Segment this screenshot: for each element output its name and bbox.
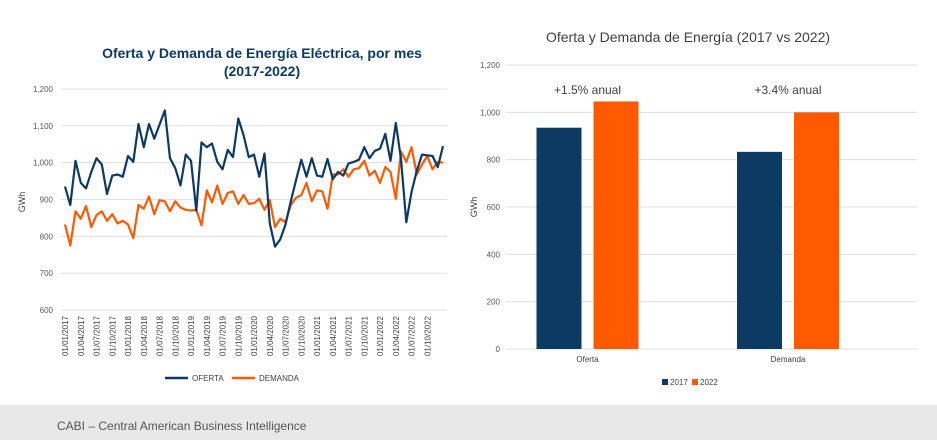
legend-label-demanda: DEMANDA xyxy=(259,374,300,383)
bar-chart-ytick-label: 600 xyxy=(487,203,501,212)
line-chart-xtick-label: 01/04/2018 xyxy=(140,315,149,356)
line-chart-xtick-label: 01/10/2018 xyxy=(171,315,180,356)
footer-text: CABI – Central American Business Intelli… xyxy=(57,419,307,433)
line-chart-xtick-label: 01/01/2022 xyxy=(376,315,385,356)
line-chart-xtick-label: 01/07/2018 xyxy=(156,315,165,356)
line-chart-xtick-label: 01/01/2021 xyxy=(313,315,322,356)
line-series-demanda xyxy=(63,146,444,247)
line-chart-xtick-label: 01/04/2020 xyxy=(266,315,275,356)
bar-chart-ytick-label: 0 xyxy=(496,345,501,354)
line-chart-xtick-label: 01/10/2021 xyxy=(360,315,369,356)
line-chart-xtick-label: 01/04/2017 xyxy=(77,315,86,356)
bar-demanda-2022 xyxy=(794,112,839,349)
bar-chart-legend: 2017 2022 xyxy=(662,378,718,387)
bar-chart-ytick-label: 400 xyxy=(487,250,501,259)
bar-chart-ytick-label: 1,200 xyxy=(480,61,501,70)
bar-chart-ylabel: GWh xyxy=(470,197,479,218)
line-chart-xtick-label: 01/04/2019 xyxy=(203,315,212,356)
line-chart-ytick-label: 700 xyxy=(40,269,54,278)
bar-chart-annotation: +3.4% anual xyxy=(754,83,821,97)
legend-label-oferta: OFERTA xyxy=(192,374,224,383)
line-chart-xtick-label: 01/07/2017 xyxy=(93,315,102,356)
line-chart-title-period: (2017-2022) xyxy=(224,63,300,79)
bar-oferta-2022 xyxy=(593,101,639,350)
line-chart-xtick-label: 01/07/2021 xyxy=(345,315,354,356)
bar-chart-category-label: Demanda xyxy=(771,355,806,364)
line-chart-xtick-label: 01/10/2022 xyxy=(423,315,432,356)
bar-chart-ytick-label: 200 xyxy=(487,298,501,307)
line-chart-xtick-label: 01/01/2020 xyxy=(250,315,259,356)
bar-chart-ytick-label: 1,000 xyxy=(480,108,501,117)
line-chart-xtick-label: 01/01/2019 xyxy=(187,315,196,356)
line-chart-ylabel: GWh xyxy=(17,192,27,213)
bar-chart-title: Oferta y Demanda de Energía (2017 vs 202… xyxy=(546,29,830,45)
line-chart-xtick-label: 01/10/2017 xyxy=(108,315,117,356)
line-chart-ytick-label: 800 xyxy=(40,232,54,241)
footer-bar: CABI – Central American Business Intelli… xyxy=(0,405,937,440)
line-chart-title: Oferta y Demanda de Energía Eléctrica, p… xyxy=(102,45,422,61)
line-chart-ytick-label: 1,000 xyxy=(33,159,54,168)
legend-swatch-2017 xyxy=(662,379,668,385)
line-chart-xtick-label: 01/07/2020 xyxy=(282,315,291,356)
line-chart-ytick-label: 1,200 xyxy=(33,85,54,94)
bar-oferta-2017 xyxy=(536,127,582,349)
line-chart-xtick-label: 01/10/2020 xyxy=(297,315,306,356)
line-chart-ytick-label: 900 xyxy=(40,196,54,205)
legend-label-2017: 2017 xyxy=(670,378,688,387)
bar-chart-category-label: Oferta xyxy=(576,355,599,364)
line-chart-xtick-label: 01/10/2019 xyxy=(234,315,243,356)
line-chart-ytick-label: 1,100 xyxy=(33,122,54,131)
annual-bar-chart: Oferta y Demanda de Energía (2017 vs 202… xyxy=(470,29,917,387)
bar-chart-annotation: +1.5% anual xyxy=(554,83,621,97)
legend-label-2022: 2022 xyxy=(700,378,718,387)
line-chart-xtick-label: 01/07/2022 xyxy=(408,315,417,356)
line-chart-xtick-label: 01/01/2017 xyxy=(61,315,70,356)
line-chart-xtick-label: 01/07/2019 xyxy=(219,315,228,356)
line-series-oferta xyxy=(63,109,445,248)
line-chart-xtick-label: 01/04/2021 xyxy=(329,315,338,356)
line-chart-legend: OFERTA DEMANDA xyxy=(165,374,300,383)
line-chart-xtick-label: 01/01/2018 xyxy=(124,315,133,356)
line-chart-ytick-label: 600 xyxy=(40,306,54,315)
line-chart-xtick-label: 01/04/2022 xyxy=(392,315,401,356)
bar-chart-ytick-label: 800 xyxy=(487,156,501,165)
legend-swatch-2022 xyxy=(692,379,698,385)
monthly-line-chart: Oferta y Demanda de Energía Eléctrica, p… xyxy=(17,45,447,383)
bar-demanda-2017 xyxy=(737,151,782,349)
